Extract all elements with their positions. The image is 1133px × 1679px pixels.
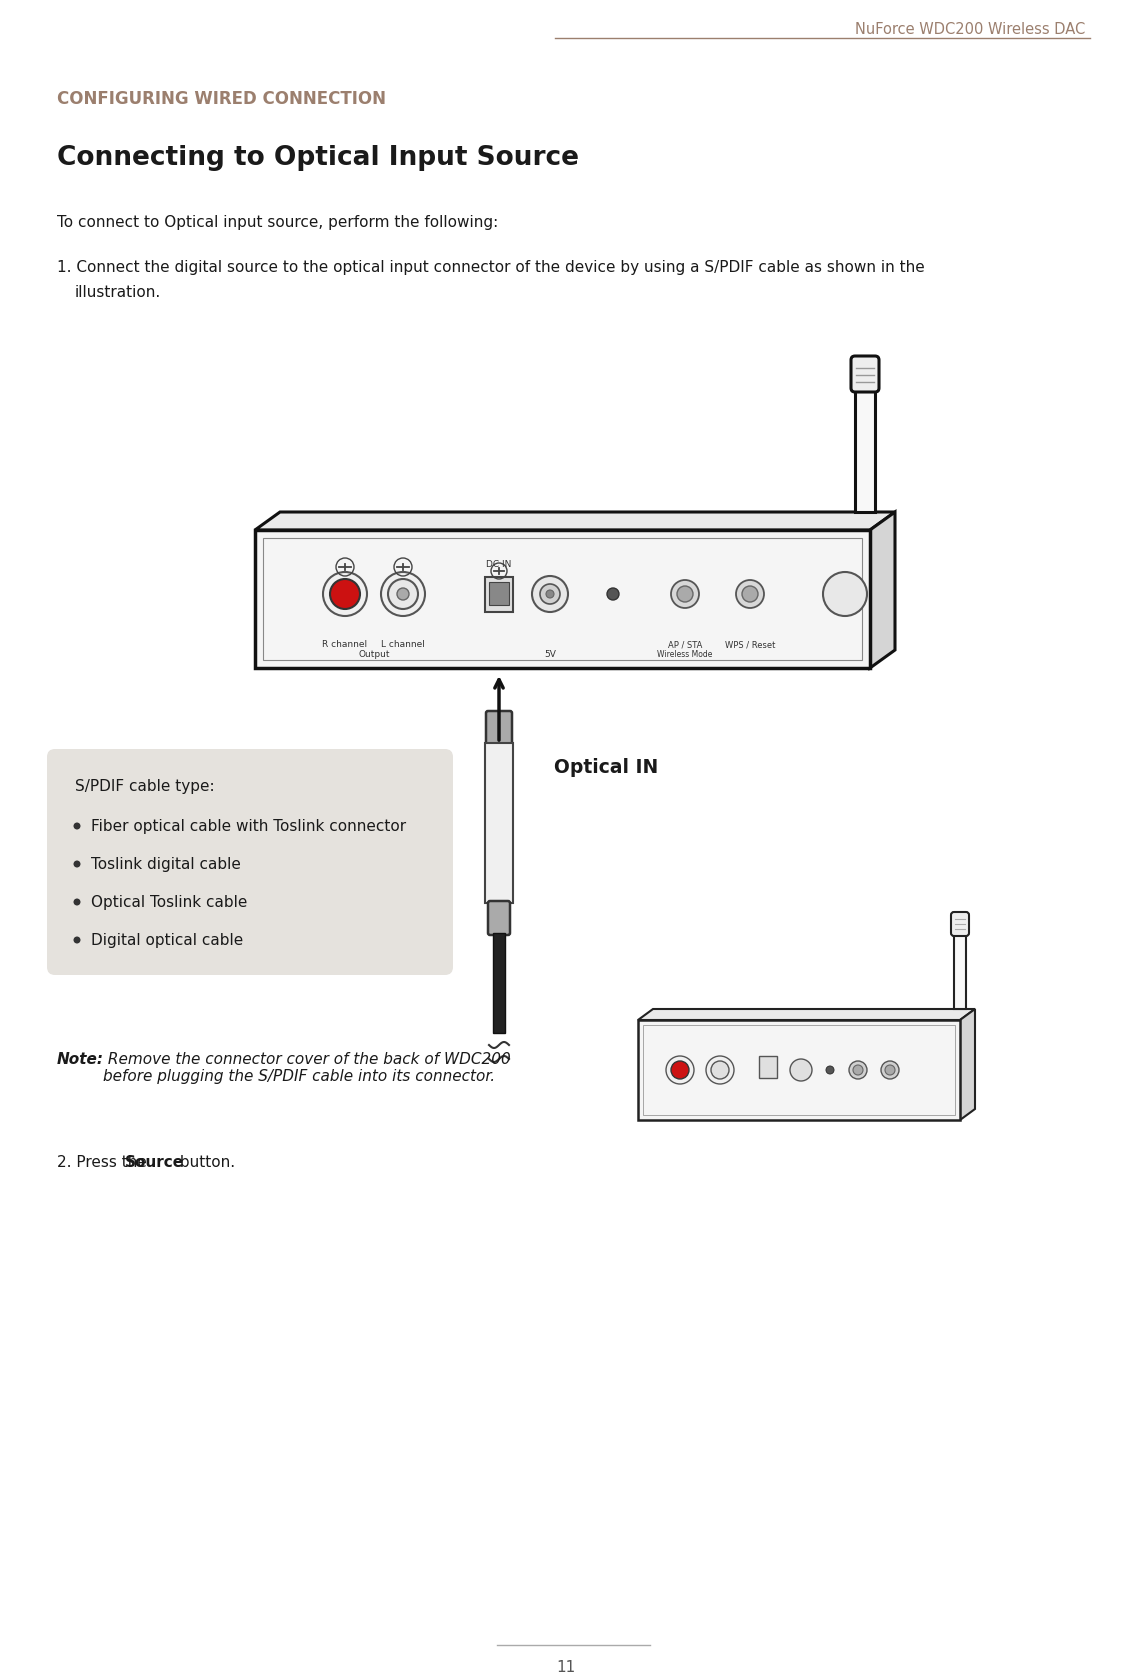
Text: Fiber optical cable with Toslink connector: Fiber optical cable with Toslink connect…	[91, 819, 406, 834]
Text: Toslink digital cable: Toslink digital cable	[91, 856, 241, 871]
Circle shape	[853, 1064, 863, 1075]
Bar	[855, 383, 875, 512]
Text: WPS / Reset: WPS / Reset	[725, 640, 775, 650]
Text: Connecting to Optical Input Source: Connecting to Optical Input Source	[57, 144, 579, 171]
Bar	[485, 744, 513, 903]
FancyBboxPatch shape	[951, 912, 969, 935]
Circle shape	[736, 579, 764, 608]
Circle shape	[387, 579, 418, 609]
Circle shape	[540, 584, 560, 604]
Polygon shape	[255, 512, 895, 531]
Polygon shape	[638, 1009, 976, 1021]
FancyBboxPatch shape	[488, 902, 510, 935]
Circle shape	[323, 573, 367, 616]
Bar	[954, 928, 966, 1009]
Text: To connect to Optical input source, perform the following:: To connect to Optical input source, perf…	[57, 215, 499, 230]
Text: Digital optical cable: Digital optical cable	[91, 934, 244, 949]
Text: 2. Press the: 2. Press the	[57, 1155, 152, 1170]
Circle shape	[74, 898, 80, 905]
Text: 11: 11	[556, 1661, 576, 1676]
Circle shape	[546, 589, 554, 598]
Text: button.: button.	[174, 1155, 236, 1170]
Text: 1. Connect the digital source to the optical input connector of the device by us: 1. Connect the digital source to the opt…	[57, 260, 925, 275]
Circle shape	[881, 1061, 898, 1080]
Text: NuForce WDC200 Wireless DAC: NuForce WDC200 Wireless DAC	[854, 22, 1085, 37]
Text: DC IN: DC IN	[486, 561, 512, 569]
Text: Output: Output	[358, 650, 390, 658]
Text: Wireless Mode: Wireless Mode	[657, 650, 713, 658]
Text: R channel: R channel	[323, 640, 367, 650]
Circle shape	[330, 579, 360, 609]
Bar	[644, 1024, 955, 1115]
Text: CONFIGURING WIRED CONNECTION: CONFIGURING WIRED CONNECTION	[57, 91, 386, 107]
Bar	[638, 1021, 960, 1120]
Bar	[493, 934, 505, 1033]
Circle shape	[849, 1061, 867, 1080]
Circle shape	[381, 573, 425, 616]
Text: AP / STA: AP / STA	[667, 640, 702, 650]
Circle shape	[671, 1061, 689, 1080]
Circle shape	[826, 1066, 834, 1075]
Circle shape	[74, 823, 80, 829]
Circle shape	[790, 1059, 812, 1081]
Circle shape	[397, 588, 409, 599]
Circle shape	[533, 576, 568, 613]
Text: 5V: 5V	[544, 650, 556, 658]
Circle shape	[742, 586, 758, 603]
Text: illustration.: illustration.	[75, 285, 161, 301]
Polygon shape	[960, 1009, 976, 1120]
Circle shape	[678, 586, 693, 603]
Text: Remove the connector cover of the back of WDC200
before plugging the S/PDIF cabl: Remove the connector cover of the back o…	[103, 1053, 511, 1085]
FancyBboxPatch shape	[851, 356, 879, 391]
Polygon shape	[870, 512, 895, 668]
Text: Note:: Note:	[57, 1053, 104, 1066]
Text: S/PDIF cable type:: S/PDIF cable type:	[75, 779, 214, 794]
Circle shape	[671, 579, 699, 608]
FancyBboxPatch shape	[46, 749, 453, 975]
Circle shape	[74, 861, 80, 868]
Circle shape	[885, 1064, 895, 1075]
Bar	[255, 531, 870, 668]
Circle shape	[74, 937, 80, 944]
Bar	[759, 1056, 777, 1078]
Text: Source: Source	[125, 1155, 185, 1170]
Circle shape	[823, 573, 867, 616]
Bar	[489, 583, 509, 604]
Text: L channel: L channel	[381, 640, 425, 650]
Circle shape	[607, 588, 619, 599]
Circle shape	[712, 1061, 729, 1080]
Text: Optical IN: Optical IN	[554, 757, 658, 777]
Circle shape	[706, 1056, 734, 1085]
Bar	[485, 578, 513, 613]
Text: Optical Toslink cable: Optical Toslink cable	[91, 895, 247, 910]
Bar	[263, 537, 862, 660]
FancyBboxPatch shape	[486, 710, 512, 747]
Circle shape	[666, 1056, 695, 1085]
